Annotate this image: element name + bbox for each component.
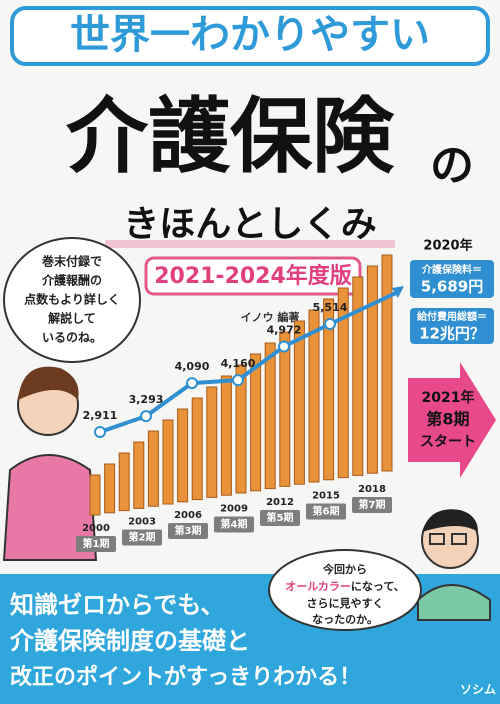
- period-label: 第4期: [221, 518, 248, 531]
- decor-bar: [381, 254, 393, 472]
- arrow-line: 2021年: [422, 389, 475, 406]
- period-label: 第2期: [129, 531, 156, 544]
- point: [278, 340, 290, 353]
- cost-box: [410, 308, 494, 344]
- cost-label: 給付費用総額＝: [417, 310, 487, 323]
- subtitle: きほんとしくみ: [123, 204, 376, 245]
- title: 介護保険: [66, 89, 395, 184]
- decor-bar: [293, 320, 305, 485]
- period-tab: [306, 503, 346, 520]
- trend-line: [99, 322, 331, 434]
- decor-bar: [206, 386, 218, 498]
- year-label: 2012: [266, 497, 294, 508]
- speech-bubble: [268, 549, 422, 631]
- period-tab: [76, 536, 116, 552]
- decor-bar: [104, 463, 116, 514]
- value-label: 4,160: [221, 357, 256, 370]
- period-tab: [214, 516, 254, 533]
- speech-text: になって、: [351, 580, 405, 593]
- cost-value: 12兆円？: [419, 325, 485, 343]
- arrow-line: スタート: [420, 434, 476, 450]
- year-label: 2009: [220, 504, 248, 515]
- character-left: [2, 366, 98, 561]
- subtitle-underline: [105, 240, 395, 248]
- arrow-line: 第8期: [426, 410, 469, 429]
- start-arrow: [408, 362, 496, 478]
- tagline: 知識ゼロからでも、: [10, 591, 225, 619]
- author: イノウ 編著: [241, 310, 300, 324]
- period-label: 第1期: [83, 537, 110, 550]
- year-label: 2003: [128, 517, 156, 528]
- speech-text: 解説して: [48, 311, 96, 326]
- decor-bar: [133, 441, 145, 509]
- speech-bubble: [3, 237, 141, 363]
- trend-arrow: [329, 290, 399, 326]
- period-label: 第6期: [313, 505, 340, 518]
- decor-bar: [264, 342, 276, 490]
- decor-bar: [220, 375, 232, 496]
- edition: 2021-2024年度版: [154, 263, 352, 289]
- decor-bar: [337, 287, 349, 479]
- year-label: 2018: [358, 484, 386, 495]
- decor-bar: [279, 331, 291, 487]
- period-tab: [122, 529, 162, 546]
- value-label: 5,514: [313, 301, 348, 314]
- decor-bar: [191, 397, 203, 501]
- year-label: 2000: [82, 523, 110, 534]
- year-label: 2006: [174, 510, 202, 521]
- speech-text: 点数もより詳しく: [24, 292, 120, 307]
- decor-bar: [352, 276, 364, 476]
- decor-bar: [118, 452, 130, 512]
- speech-text: なったのか。: [312, 613, 378, 626]
- period-label: 第7期: [359, 498, 386, 511]
- decor-bar: [89, 474, 101, 516]
- tagline: 介護保険制度の基礎と: [9, 627, 250, 655]
- title-suffix: の: [430, 140, 474, 191]
- tagline: 改正のポイントがすっきりわかる！: [10, 664, 361, 690]
- period-tab: [352, 497, 392, 513]
- point: [232, 374, 244, 387]
- value-label: 4,090: [175, 360, 210, 373]
- decor-bar: [235, 364, 247, 494]
- point: [186, 377, 198, 390]
- series-frame: [10, 6, 490, 66]
- arrow-head: [392, 286, 404, 298]
- publisher: ソシム: [460, 683, 496, 697]
- period-tab: [168, 523, 208, 539]
- speech-text: 介護報酬の: [41, 273, 102, 288]
- decor-bar: [366, 265, 378, 474]
- point: [324, 318, 336, 330]
- edition-frame: [144, 256, 362, 296]
- speech-text: さらに見やすく: [307, 597, 384, 610]
- callout-year: 2020年: [423, 238, 472, 254]
- premium-box: [410, 260, 494, 298]
- point: [94, 426, 106, 438]
- value-label: 3,293: [129, 393, 164, 406]
- value-label: 2,911: [83, 409, 118, 422]
- year-label: 2015: [312, 491, 340, 502]
- decor-bar: [308, 309, 320, 483]
- premium-label: 介護保険料＝: [421, 263, 482, 276]
- decor-bar: [177, 408, 189, 503]
- decor-bar: [147, 430, 159, 507]
- decor-bar: [250, 353, 262, 492]
- speech-text: いるのね。: [42, 331, 102, 345]
- point: [140, 410, 152, 423]
- speech-text: オールカラーになって、: [285, 580, 405, 593]
- speech-text: 今回から: [322, 562, 367, 576]
- speech-text: 巻末付録で: [41, 254, 102, 269]
- value-label: 4,972: [267, 323, 302, 336]
- speech-highlight: オールカラー: [285, 580, 351, 593]
- character-right: [417, 509, 491, 621]
- decor-bar: [323, 298, 335, 481]
- series-label: 世界一わかりやすい: [70, 12, 430, 58]
- period-tab: [260, 510, 300, 526]
- premium-value: 5,689円: [421, 278, 483, 296]
- decor-bar: [162, 419, 174, 505]
- period-label: 第5期: [267, 511, 294, 524]
- period-label: 第3期: [175, 524, 202, 537]
